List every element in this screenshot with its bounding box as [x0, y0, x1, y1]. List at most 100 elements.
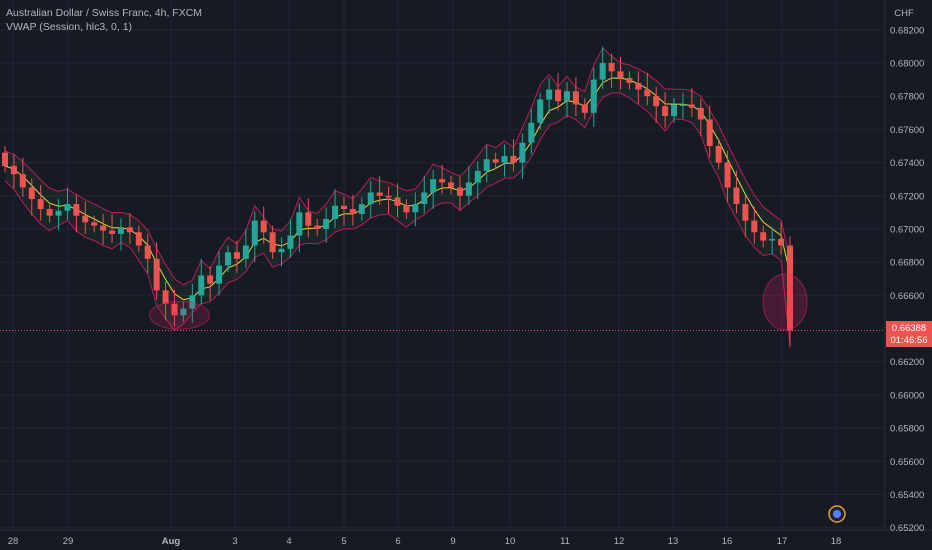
price-tick-label: 0.66000 — [890, 390, 924, 401]
candle-up — [421, 175, 428, 214]
candle-body — [367, 192, 374, 205]
candle-down — [751, 206, 758, 244]
candle-down — [403, 199, 410, 219]
price-tick-label: 0.67400 — [890, 158, 924, 169]
candle-body — [260, 220, 267, 233]
candle-body — [269, 232, 276, 253]
candle-body — [207, 275, 214, 284]
time-tick-label: 6 — [395, 536, 400, 547]
candle-body — [546, 89, 553, 100]
candle-body — [733, 187, 740, 205]
candle-body — [492, 159, 499, 163]
candle-body — [653, 96, 660, 107]
candle-body — [376, 192, 383, 196]
candle-down — [787, 236, 793, 348]
candle-body — [385, 195, 392, 198]
candle-down — [394, 183, 401, 218]
candle-down — [581, 97, 588, 120]
candle-down — [662, 92, 669, 128]
candle-down — [608, 53, 615, 88]
candle-body — [501, 155, 508, 163]
time-tick-label: 3 — [232, 536, 237, 547]
tradingview-logo-icon[interactable] — [828, 505, 846, 523]
currency-label: CHF — [894, 8, 914, 19]
candle-body — [242, 245, 249, 259]
candle-body — [296, 212, 303, 236]
candle-body — [599, 62, 606, 80]
candle-down — [385, 186, 392, 215]
candle-up — [216, 251, 223, 296]
candle-body — [216, 265, 223, 284]
candle-body — [617, 71, 624, 78]
candle-body — [251, 220, 258, 246]
candle-body — [787, 245, 793, 331]
price-axis[interactable]: 0.68200 0.68000 0.67800 0.67600 0.67400 0.672… — [890, 25, 924, 534]
candle-up — [546, 77, 553, 114]
candle-body — [421, 192, 428, 205]
candle-up — [679, 92, 686, 119]
annotations — [148, 273, 808, 331]
candle-down — [510, 139, 517, 172]
price-tick-label: 0.67800 — [890, 92, 924, 103]
candle-body — [430, 179, 437, 193]
time-tick-label: 29 — [63, 536, 74, 547]
candle-body — [769, 238, 776, 241]
candle-down — [376, 175, 383, 205]
candle-down — [715, 139, 722, 170]
price-tick-label: 0.67200 — [890, 191, 924, 202]
indicator-title[interactable]: VWAP (Session, hlc3, 0, 1) — [6, 21, 133, 33]
candle-down — [305, 198, 312, 238]
candle-down — [778, 222, 785, 255]
candle-down — [635, 71, 642, 104]
candle-body — [635, 82, 642, 90]
candle-down — [340, 196, 347, 226]
candle-body — [64, 204, 71, 211]
candle-down — [349, 194, 356, 226]
price-tick-label: 0.68200 — [890, 25, 924, 36]
time-axis[interactable]: 28 29 Aug 3 4 5 6 9 10 11 12 13 16 17 18 — [8, 536, 842, 547]
candle-body — [706, 119, 713, 146]
candle-down — [2, 145, 8, 173]
candle-body — [340, 205, 347, 210]
candle-down — [439, 165, 446, 195]
candle-down — [10, 154, 17, 189]
time-tick-label: 17 — [777, 536, 788, 547]
candle-body — [28, 187, 35, 200]
candle-body — [109, 230, 116, 234]
symbol-title[interactable]: Australian Dollar / Swiss Franc, 4h, FXC… — [6, 7, 203, 19]
candle-down — [269, 225, 276, 259]
candle-body — [225, 252, 232, 266]
highlight-ellipse-low — [148, 300, 210, 330]
price-tick-label: 0.67000 — [890, 224, 924, 235]
time-tick-label: Aug — [162, 536, 181, 547]
candle-down — [314, 218, 321, 236]
candle-down — [153, 242, 160, 300]
candle-down — [492, 152, 499, 170]
time-tick-label: 11 — [560, 536, 570, 547]
candle-up — [287, 218, 294, 258]
candle-down — [73, 194, 80, 233]
candle-down — [644, 72, 651, 106]
candle-body — [180, 308, 187, 316]
time-tick-label: 16 — [722, 536, 733, 547]
candle-body — [519, 142, 526, 163]
candle-body — [644, 89, 651, 97]
candle-up — [590, 67, 597, 127]
candle-body — [760, 232, 767, 241]
candle-body — [144, 245, 151, 259]
candle-down — [653, 87, 660, 123]
candle-body — [474, 170, 481, 183]
candle-body — [323, 218, 330, 229]
candle-body — [778, 238, 785, 246]
candle-down — [626, 71, 633, 90]
candle-body — [688, 104, 695, 108]
candle-body — [314, 225, 321, 229]
candle-down — [724, 150, 731, 202]
candle-down — [19, 157, 26, 197]
price-tick-label: 0.65200 — [890, 523, 924, 534]
candle-body — [100, 225, 107, 231]
candle-up — [430, 170, 437, 210]
candle-down — [742, 194, 749, 238]
candle-body — [510, 155, 517, 163]
